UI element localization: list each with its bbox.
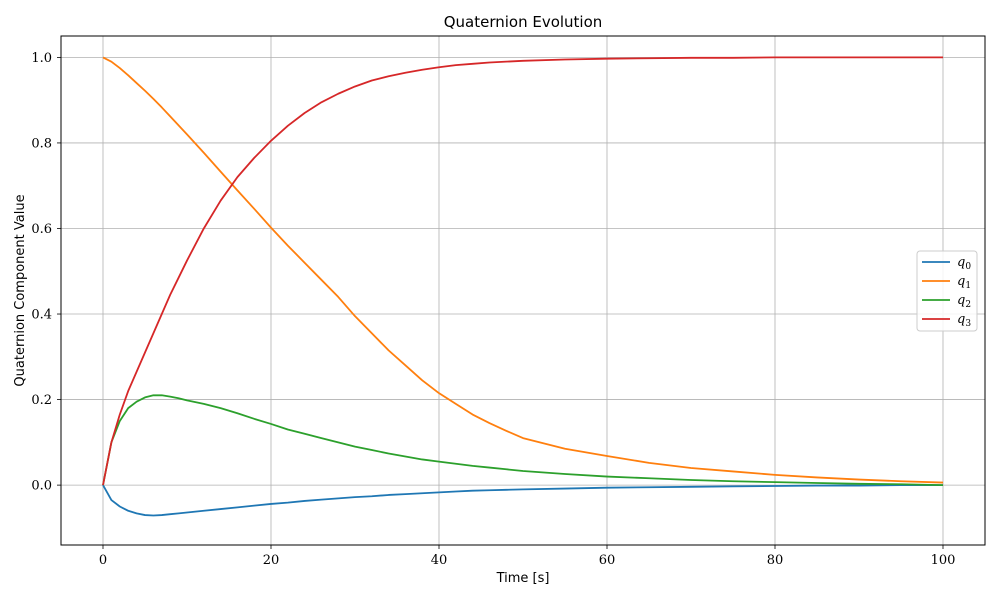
y-tick-label: 0.2 xyxy=(31,393,52,408)
chart-title: Quaternion Evolution xyxy=(444,13,603,31)
x-tick-label: 60 xyxy=(599,553,616,568)
axes-frame xyxy=(60,35,986,546)
y-tick-label: 0.8 xyxy=(31,136,52,151)
series-line-q0 xyxy=(102,484,943,517)
legend-label-q0: q0 xyxy=(957,255,971,272)
legend-label-q1: q1 xyxy=(957,274,971,291)
legend-box xyxy=(916,250,978,332)
series-line-q1 xyxy=(102,56,944,484)
x-tick-label: 100 xyxy=(931,553,956,568)
y-tick-label: 1.0 xyxy=(31,51,52,66)
y-tick-label: 0.4 xyxy=(31,308,52,323)
ticks: 0 20 40 60 80 100 0.0 0.2 0.4 0.6 0.8 1.0 xyxy=(31,51,955,568)
y-tick-label: 0.6 xyxy=(31,222,52,237)
series-line-q3 xyxy=(102,56,943,486)
series-line-q2 xyxy=(102,394,944,487)
x-tick-label: 20 xyxy=(263,553,280,568)
legend-label-q3: q3 xyxy=(957,312,971,329)
legend: q0 q1 q2 q3 xyxy=(916,250,978,332)
x-tick-label: 0 xyxy=(99,553,107,568)
x-axis-label: Time [s] xyxy=(496,571,550,586)
x-tick-label: 40 xyxy=(431,553,448,568)
y-tick-label: 0.0 xyxy=(31,479,52,494)
legend-label-q2: q2 xyxy=(957,293,971,310)
x-tick-label: 80 xyxy=(767,553,784,568)
plot-series xyxy=(102,56,944,517)
y-axis-label: Quaternion Component Value xyxy=(13,194,28,386)
